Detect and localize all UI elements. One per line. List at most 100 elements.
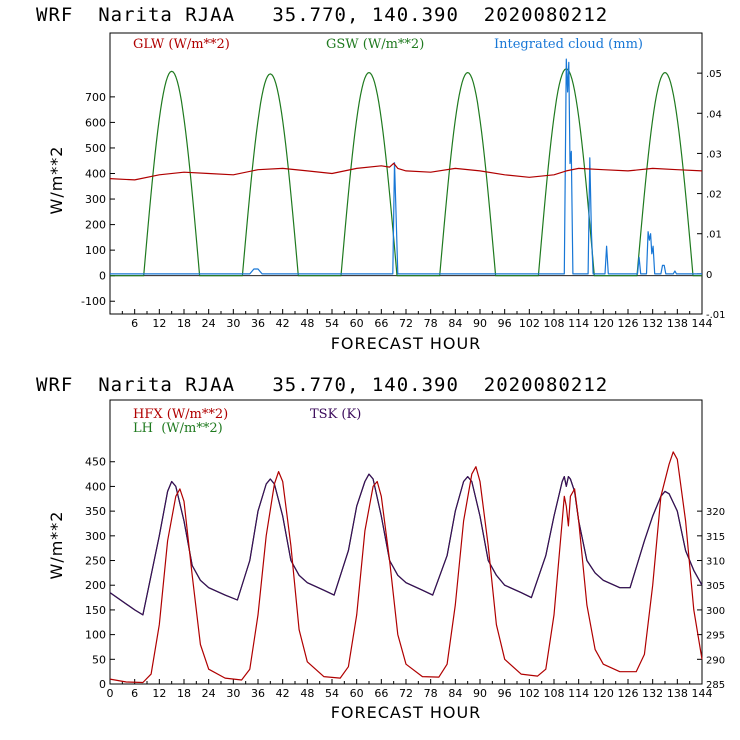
y2-tick-label: 305 [706, 581, 725, 592]
panel2-x-axis-label: FORECAST HOUR [331, 703, 482, 722]
x-tick-label: 84 [448, 687, 462, 700]
y-tick-label: 700 [85, 91, 106, 104]
x-tick-label: 42 [276, 687, 290, 700]
x-tick-label: 12 [152, 317, 166, 330]
y-tick-label: 450 [85, 456, 106, 469]
x-tick-label: 114 [568, 317, 589, 330]
y-tick-label: 200 [85, 579, 106, 592]
y-tick-label: 500 [85, 142, 106, 155]
x-tick-label: 6 [131, 317, 138, 330]
x-tick-label: 66 [374, 317, 388, 330]
y2-tick-label: 285 [706, 680, 725, 691]
legend-lh: LH (W/m**2) [133, 421, 223, 436]
panel1-title: WRF Narita RJAA 35.770, 140.390 20200802… [36, 4, 608, 26]
y2-tick-label: .01 [706, 230, 722, 241]
x-tick-label: 96 [498, 317, 512, 330]
x-tick-label: 126 [618, 687, 639, 700]
series-line-hfx [109, 451, 703, 684]
x-tick-label: 24 [202, 687, 216, 700]
panel1-y2-axis: -.01 0 .01 .02 .03 .04 .05 [697, 69, 726, 321]
x-tick-label: 18 [177, 687, 191, 700]
x-tick-label: 138 [667, 317, 688, 330]
x-tick-label: 42 [276, 317, 290, 330]
panel2-series [109, 451, 703, 684]
x-tick-label: 90 [473, 317, 487, 330]
x-tick-label: 66 [374, 687, 388, 700]
y-tick-label: 50 [92, 653, 106, 666]
x-tick-label: 78 [424, 687, 438, 700]
x-tick-label: 0 [107, 687, 114, 700]
x-tick-label: 108 [544, 687, 565, 700]
x-tick-label: 6 [131, 687, 138, 700]
legend-hfx: HFX (W/m**2) [133, 407, 228, 422]
y2-tick-label: .05 [706, 69, 722, 80]
x-tick-label: 96 [498, 687, 512, 700]
series-line-lh [109, 473, 703, 616]
y2-tick-label: 0 [706, 270, 712, 281]
panel1-x-axis: 6 12 18 24 30 36 42 48 54 60 66 72 78 84 90 96 102 108 114… [109, 309, 713, 330]
y-tick-label: 200 [85, 219, 106, 232]
panel1-y-axis-label: W/m**2 [47, 146, 66, 215]
y-tick-label: 350 [85, 505, 106, 518]
x-tick-label: 144 [692, 687, 713, 700]
y2-tick-label: 290 [706, 655, 725, 666]
x-tick-label: 72 [399, 317, 413, 330]
x-tick-label: 132 [642, 317, 663, 330]
radiation-cloud-panel: WRF Narita RJAA 35.770, 140.390 20200802… [36, 4, 726, 353]
y-tick-label: 100 [85, 244, 106, 257]
x-tick-label: 144 [692, 317, 713, 330]
legend-gsw: GSW (W/m**2) [326, 37, 424, 52]
y-tick-label: 150 [85, 604, 106, 617]
x-tick-label: 114 [568, 687, 589, 700]
x-tick-label: 60 [350, 687, 364, 700]
y-tick-label: -100 [81, 295, 106, 308]
y2-tick-label: 315 [706, 532, 725, 543]
y-tick-label: 100 [85, 629, 106, 642]
panel1-x-axis-label: FORECAST HOUR [331, 334, 482, 353]
y2-tick-label: .03 [706, 149, 722, 160]
y-tick-label: 600 [85, 116, 106, 129]
x-tick-label: 78 [424, 317, 438, 330]
series-line-gsw [110, 68, 702, 277]
panel2-y-axis-label: W/m**2 [47, 511, 66, 580]
x-tick-label: 132 [642, 687, 663, 700]
y-tick-label: 0 [99, 270, 106, 283]
heat-flux-panel: WRF Narita RJAA 35.770, 140.390 20200802… [36, 374, 725, 722]
panel2-y-axis: 0 50 100 150 200 250 300 350 400 450 [85, 456, 115, 691]
panel2-title: WRF Narita RJAA 35.770, 140.390 20200802… [36, 374, 608, 396]
y-tick-label: 400 [85, 480, 106, 493]
y2-tick-label: .04 [706, 109, 722, 120]
x-tick-label: 48 [300, 317, 314, 330]
x-tick-label: 48 [300, 687, 314, 700]
panel2-plot-frame [109, 399, 703, 685]
x-tick-label: 18 [177, 317, 191, 330]
x-tick-label: 30 [226, 317, 240, 330]
x-tick-label: 90 [473, 687, 487, 700]
x-tick-label: 54 [325, 687, 339, 700]
panel1-series [109, 58, 703, 277]
series-line-cloud [110, 58, 702, 275]
x-tick-label: 72 [399, 687, 413, 700]
y2-tick-label: 300 [706, 606, 725, 617]
panel1-y-axis: -100 0 100 200 300 400 500 600 700 [81, 91, 115, 308]
legend-tsk: TSK (K) [310, 407, 361, 422]
y-tick-label: 300 [85, 193, 106, 206]
x-tick-label: 36 [251, 687, 265, 700]
series-line-tsk [109, 473, 703, 616]
y2-tick-label: 310 [706, 557, 725, 568]
x-tick-label: 102 [519, 317, 540, 330]
y-tick-label: 400 [85, 168, 106, 181]
x-tick-label: 120 [593, 687, 614, 700]
x-tick-label: 108 [544, 317, 565, 330]
y2-tick-label: -.01 [706, 310, 726, 321]
x-tick-label: 84 [448, 317, 462, 330]
x-tick-label: 120 [593, 317, 614, 330]
y2-tick-label: 320 [706, 507, 725, 518]
y-tick-label: 250 [85, 555, 106, 568]
panel2-x-axis: 0 6 12 18 24 30 36 42 48 54 60 66 72 78 84 90 96 102 108 11… [107, 679, 713, 700]
legend-cloud: Integrated cloud (mm) [494, 37, 643, 52]
legend-glw: GLW (W/m**2) [133, 37, 230, 52]
series-line-glw [109, 162, 703, 181]
